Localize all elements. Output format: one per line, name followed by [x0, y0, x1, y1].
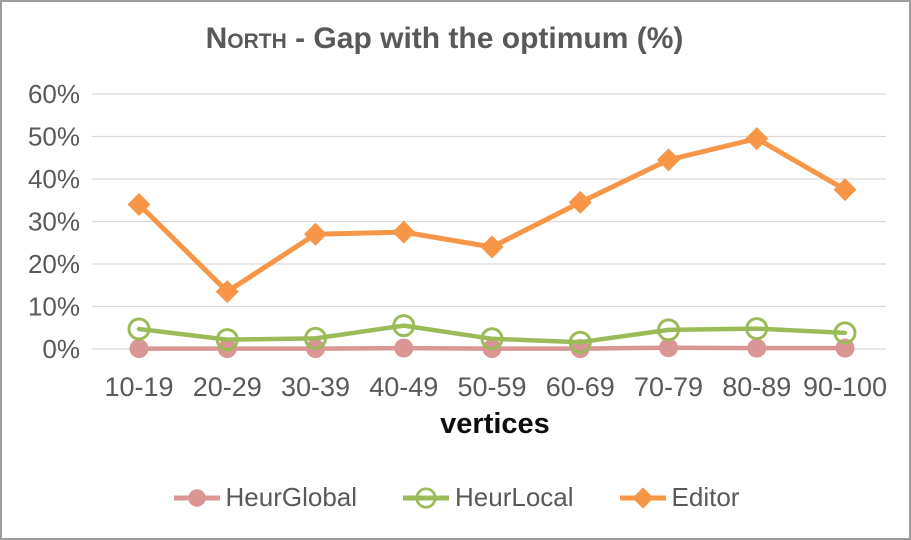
marker-open-circle: [568, 330, 592, 354]
marker-open-circle: [215, 328, 239, 352]
y-tick-label: 0%: [42, 334, 80, 364]
legend-item-heurlocal: HeurLocal: [401, 482, 574, 513]
y-axis-labels: 0% 10% 20% 30% 40% 50% 60%: [28, 79, 80, 364]
y-tick-label: 60%: [28, 79, 80, 109]
marker-filled-circle: [747, 338, 767, 358]
x-axis-labels: 10-19 20-29 30-39 40-49 50-59 60-69 70-79 80-89…: [104, 372, 887, 402]
marker-filled-circle: [129, 339, 149, 359]
series-heurlocal: [127, 314, 857, 354]
x-tick-label: 40-49: [369, 372, 438, 402]
marker-open-circle: [480, 327, 504, 351]
marker-diamond: [631, 486, 654, 509]
x-tick-label: 30-39: [281, 372, 350, 402]
marker-diamond: [215, 280, 239, 304]
y-tick-label: 30%: [28, 207, 80, 237]
marker-filled-circle: [835, 338, 855, 358]
y-tick-label: 10%: [28, 292, 80, 322]
marker-open-circle: [745, 317, 769, 341]
series-line: [136, 136, 848, 295]
marker-diamond: [657, 148, 680, 172]
x-tick-label: 60-69: [546, 372, 615, 402]
legend-marker-diamond-icon: [619, 486, 666, 509]
legend-item-heurglobal: HeurGlobal: [172, 482, 358, 513]
legend-label: Editor: [671, 482, 740, 512]
legend-marker-open-circle-icon: [403, 486, 450, 509]
x-tick-label: 70-79: [634, 372, 703, 402]
marker-open-circle: [657, 318, 680, 342]
marker-open-circle: [415, 486, 437, 509]
x-tick-label: 20-29: [193, 372, 262, 402]
y-tick-label: 50%: [28, 122, 80, 152]
marker-diamond: [392, 220, 416, 244]
marker-diamond: [304, 222, 327, 246]
marker-diamond: [127, 193, 151, 216]
marker-open-circle: [392, 314, 416, 338]
marker-diamond: [480, 235, 504, 259]
marker-open-circle: [127, 317, 151, 341]
marker-filled-circle: [394, 338, 414, 358]
series-line: [136, 323, 848, 345]
chart-title-region: North: [205, 22, 287, 55]
legend-marker-filled-circle-icon: [173, 488, 220, 507]
x-tick-label: 90-100: [803, 372, 887, 402]
gridlines: [92, 93, 886, 350]
x-tick-label: 80-89: [722, 372, 791, 402]
marker-filled-circle: [187, 488, 206, 507]
marker-diamond: [833, 178, 857, 202]
x-axis-title: vertices: [440, 408, 550, 440]
legend-label: HeurLocal: [455, 482, 574, 512]
legend-label: HeurGlobal: [225, 482, 358, 512]
legend: HeurGlobal HeurLocal Editor: [2, 482, 909, 513]
y-tick-label: 20%: [28, 249, 80, 279]
legend-item-editor: Editor: [618, 482, 740, 513]
chart-title: North - Gap with the optimum (%): [2, 22, 887, 56]
marker-open-circle: [304, 326, 327, 350]
marker-diamond: [745, 127, 769, 151]
marker-diamond: [568, 190, 592, 214]
marker-filled-circle: [659, 338, 678, 358]
x-tick-label: 50-59: [457, 372, 526, 402]
marker-open-circle: [833, 321, 857, 345]
series-editor: [127, 127, 857, 304]
x-tick-label: 10-19: [104, 372, 173, 402]
chart-title-rest: - Gap with the optimum (%): [286, 22, 684, 55]
y-tick-label: 40%: [28, 164, 80, 194]
